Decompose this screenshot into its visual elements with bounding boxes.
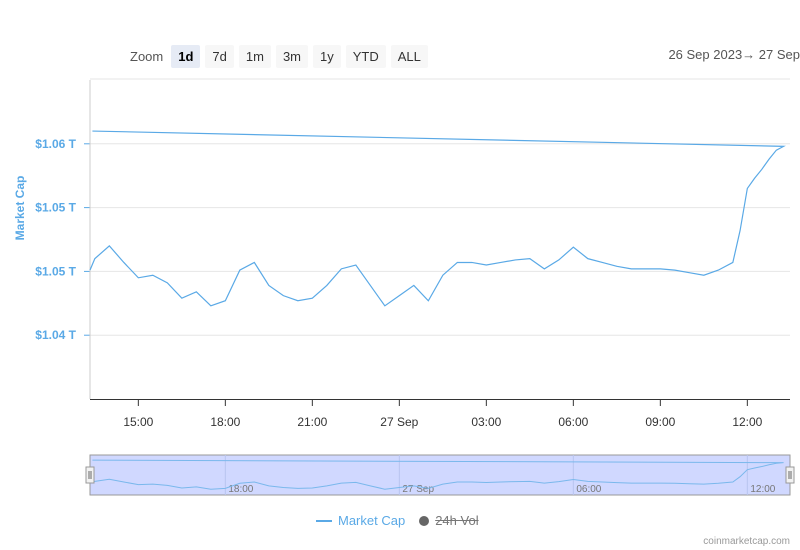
zoom-ytd-button[interactable]: YTD [345, 45, 386, 68]
legend-market-cap[interactable]: Market Cap [316, 513, 405, 528]
zoom-1y-button[interactable]: 1y [313, 45, 341, 68]
navigator-tick-label: 06:00 [576, 484, 601, 495]
date-range[interactable]: 26 Sep 2023→ 27 Sep [668, 47, 800, 62]
x-tick-label: 03:00 [471, 415, 501, 429]
zoom-3m-button[interactable]: 3m [275, 45, 308, 68]
navigator-tick-label: 12:00 [750, 484, 775, 495]
navigator-tick-label: 27 Sep [402, 484, 434, 495]
zoom-all-button[interactable]: ALL [390, 45, 428, 68]
zoom-1m-button[interactable]: 1m [238, 45, 271, 68]
credit-link[interactable]: coinmarketcap.com [703, 536, 790, 547]
zoom-label: Zoom [130, 49, 164, 64]
y-tick-label: $1.05 T [35, 264, 76, 278]
legend-24h-vol[interactable]: 24h Vol [419, 513, 479, 528]
zoom-1d-button[interactable]: 1d [171, 45, 201, 68]
navigator-tick-label: 18:00 [228, 484, 253, 495]
legend-volume-label: 24h Vol [435, 513, 479, 528]
navigator-line [89, 459, 784, 490]
legend-market-cap-label: Market Cap [338, 513, 406, 528]
x-tick-label: 27 Sep [380, 415, 418, 429]
x-tick-label: 09:00 [645, 415, 675, 429]
y-tick-label: $1.04 T [35, 328, 76, 342]
x-tick-label: 15:00 [123, 415, 153, 429]
y-tick-label: $1.06 T [35, 137, 76, 151]
market-cap-chart[interactable]: $1.06 T $1.05 T $1.05 T $1.04 T Market Cap 15… [0, 0, 800, 510]
dot-swatch-icon [419, 515, 430, 526]
navigator-handle-left[interactable] [85, 466, 95, 484]
legend: Market Cap 24h Vol [316, 513, 479, 528]
market-cap-line [89, 130, 786, 307]
x-tick-label: 21:00 [297, 415, 327, 429]
zoom-7d-button[interactable]: 7d [205, 45, 234, 68]
x-tick-label: 18:00 [210, 415, 240, 429]
navigator-handle-right[interactable] [785, 466, 795, 484]
x-tick-label: 06:00 [558, 415, 588, 429]
y-tick-label: $1.05 T [35, 201, 76, 215]
zoom-selector: Zoom 1d 7d 1m 3m 1y YTD ALL [130, 45, 428, 68]
y-axis-title: Market Cap [13, 176, 27, 241]
line-swatch-icon [316, 519, 332, 522]
x-tick-label: 12:00 [732, 415, 762, 429]
